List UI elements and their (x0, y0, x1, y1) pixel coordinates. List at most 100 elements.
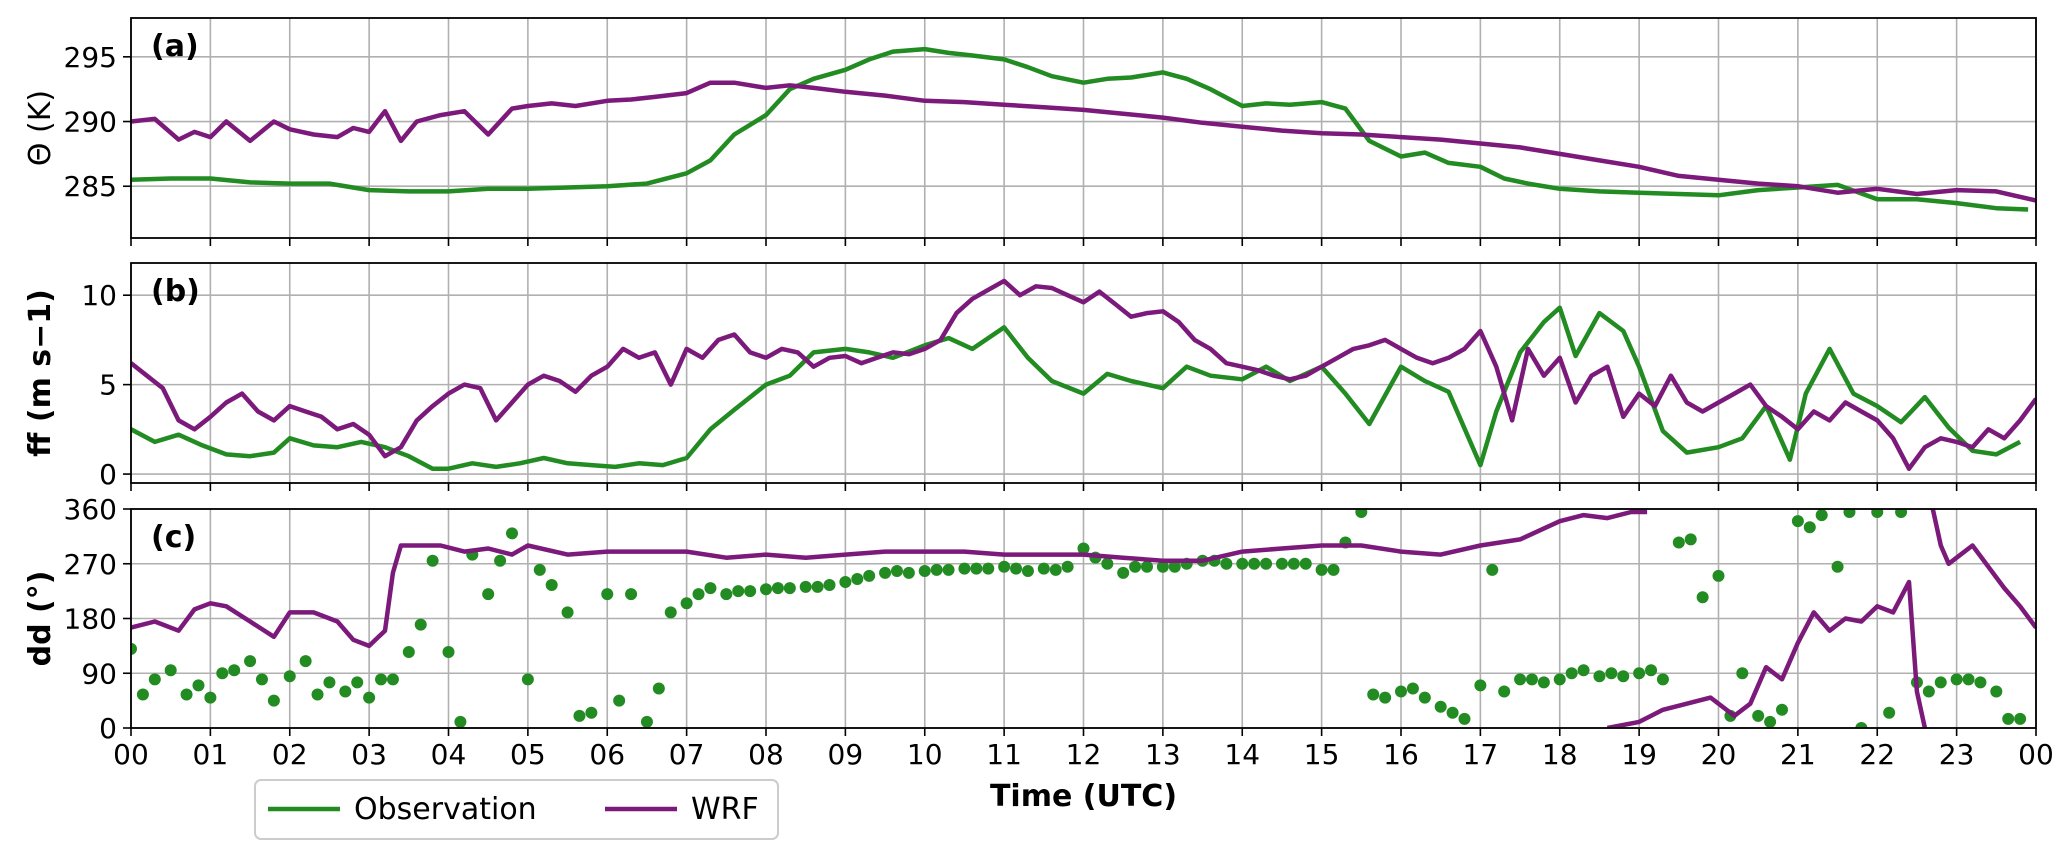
observation-point (1049, 563, 1062, 576)
x-tick-label: 02 (272, 738, 308, 771)
observation-point (506, 527, 518, 540)
observation-point (442, 645, 455, 658)
observation-point (1021, 565, 1034, 578)
observation-point (1418, 691, 1431, 704)
observation-point (823, 579, 836, 592)
observation-point (1525, 673, 1538, 686)
observation-point (283, 670, 296, 683)
observation-point (1486, 563, 1499, 576)
x-tick-label: 20 (1701, 738, 1737, 771)
x-tick-label: 15 (1304, 738, 1340, 771)
x-tick-label: 01 (193, 738, 229, 771)
observation-point (1831, 560, 1844, 573)
observation-point (625, 588, 638, 601)
observation-point (164, 664, 177, 677)
observation-point (1077, 542, 1090, 555)
observation-point (799, 580, 812, 593)
observation-point (1895, 509, 1908, 519)
observation-point (902, 566, 915, 579)
observation-point (180, 688, 193, 701)
observation-point (131, 642, 137, 655)
y-axis-label: dd (°) (23, 571, 58, 667)
y-tick-label: 295 (64, 41, 117, 74)
observation-point (744, 585, 757, 598)
observation-point (1327, 563, 1340, 576)
wrf-line (1930, 509, 2036, 629)
x-tick-label: 10 (907, 738, 943, 771)
observation-point (299, 655, 312, 668)
observation-point (760, 583, 772, 596)
x-tick-label: 00 (113, 738, 149, 771)
observation-point (494, 554, 507, 567)
observation-point (244, 655, 257, 668)
x-tick-label: 12 (1066, 738, 1102, 771)
panel-frame (130, 262, 2037, 484)
observation-line (131, 305, 2022, 471)
observation-point (1871, 509, 1884, 519)
observation-point (652, 682, 665, 695)
observation-point (1922, 685, 1935, 698)
x-tick-label: 09 (828, 738, 864, 771)
observation-point (1974, 676, 1987, 689)
observation-point (1101, 557, 1114, 570)
observation-point (2014, 712, 2027, 725)
observation-point (1605, 667, 1618, 680)
observation-point (255, 673, 268, 686)
observation-point (1299, 557, 1312, 570)
observation-point (1752, 709, 1765, 722)
observation-point (1791, 515, 1804, 528)
wrf-line (131, 80, 2036, 203)
observation-point (573, 709, 586, 722)
observation-point (982, 562, 995, 575)
observation-line (131, 46, 2029, 212)
y-tick-label: 180 (64, 603, 117, 636)
observation-point (204, 691, 217, 704)
observation-point (545, 579, 558, 592)
observation-point (1458, 712, 1471, 725)
observation-point (1553, 673, 1566, 686)
series-group (131, 278, 2036, 471)
observation-point (414, 618, 427, 631)
x-tick-label: 11 (986, 738, 1022, 771)
x-tick-label: 18 (1542, 738, 1578, 771)
observation-point (1855, 722, 1868, 728)
x-tick-label: 03 (351, 738, 387, 771)
observation-point (811, 580, 824, 593)
observation-point (1803, 521, 1816, 534)
observation-point (1645, 664, 1658, 677)
observation-point (1577, 664, 1590, 677)
observation-point (1593, 670, 1606, 683)
y-tick-label: 5 (99, 369, 117, 402)
x-tick-label: 00 (2018, 738, 2054, 771)
legend-box (254, 779, 779, 840)
panel-label: (b) (151, 274, 200, 309)
x-tick-label: 16 (1383, 738, 1419, 771)
y-axis-label: Θ (K) (23, 90, 58, 166)
observation-point (1498, 685, 1511, 698)
observation-point (863, 569, 876, 582)
x-tick-label: 08 (748, 738, 784, 771)
observation-point (1656, 673, 1669, 686)
observation-point (1565, 667, 1578, 680)
observation-point (1367, 688, 1380, 701)
x-axis-label: Time (UTC) (990, 779, 1177, 814)
panel-label: (a) (151, 29, 199, 64)
observation-point (1156, 560, 1169, 573)
x-tick-label: 23 (1939, 738, 1975, 771)
x-tick-label: 05 (510, 738, 546, 771)
observation-point (1141, 560, 1153, 573)
y-tick-label: 10 (81, 279, 117, 312)
observation-point (1696, 591, 1709, 604)
observation-point (148, 673, 161, 686)
y-tick-label: 290 (64, 106, 117, 139)
observation-point (323, 676, 336, 689)
observation-point (267, 694, 280, 707)
wrf-line (131, 509, 1648, 649)
observation-point (720, 588, 733, 601)
observation-point (970, 562, 983, 575)
x-tick-label: 21 (1780, 738, 1816, 771)
y-tick-label: 0 (99, 458, 117, 491)
observation-point (1446, 706, 1459, 719)
observation-point (1474, 679, 1487, 692)
